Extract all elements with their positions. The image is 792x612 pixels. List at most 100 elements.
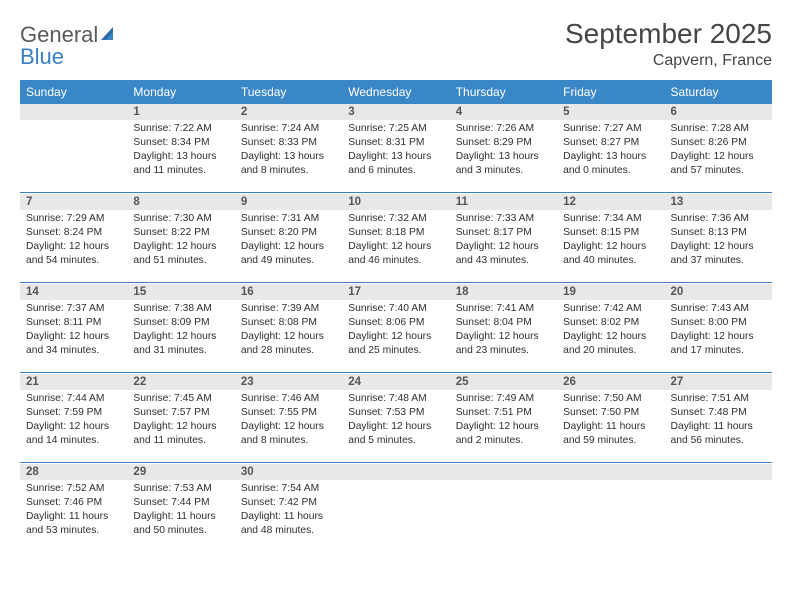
day-number: 3 [342,104,449,120]
day-number [557,464,664,480]
daylight-line1: Daylight: 12 hours [241,420,336,434]
weekday-header: Tuesday [235,80,342,104]
sunset-text: Sunset: 8:31 PM [348,136,443,150]
calendar-day-cell [557,464,664,552]
sunrise-text: Sunrise: 7:26 AM [456,122,551,136]
weekday-header: Friday [557,80,664,104]
daylight-line2: and 48 minutes. [241,524,336,538]
month-title: September 2025 [565,18,772,50]
calendar-day-cell: 1Sunrise: 7:22 AMSunset: 8:34 PMDaylight… [127,104,234,192]
day-number: 13 [665,194,772,210]
sunrise-text: Sunrise: 7:25 AM [348,122,443,136]
sunrise-text: Sunrise: 7:37 AM [26,302,121,316]
daylight-line1: Daylight: 12 hours [348,330,443,344]
daylight-line2: and 17 minutes. [671,344,766,358]
calendar-day-cell: 8Sunrise: 7:30 AMSunset: 8:22 PMDaylight… [127,194,234,282]
day-details: Sunrise: 7:52 AMSunset: 7:46 PMDaylight:… [20,480,127,542]
day-number: 4 [450,104,557,120]
calendar-day-cell: 14Sunrise: 7:37 AMSunset: 8:11 PMDayligh… [20,284,127,372]
daylight-line2: and 53 minutes. [26,524,121,538]
day-number: 29 [127,464,234,480]
calendar-day-cell: 24Sunrise: 7:48 AMSunset: 7:53 PMDayligh… [342,374,449,462]
calendar-day-cell: 20Sunrise: 7:43 AMSunset: 8:00 PMDayligh… [665,284,772,372]
day-number [20,104,127,120]
day-number [450,464,557,480]
calendar-day-cell: 22Sunrise: 7:45 AMSunset: 7:57 PMDayligh… [127,374,234,462]
calendar-day-cell: 16Sunrise: 7:39 AMSunset: 8:08 PMDayligh… [235,284,342,372]
daylight-line1: Daylight: 12 hours [26,330,121,344]
sunset-text: Sunset: 7:51 PM [456,406,551,420]
calendar-day-cell: 12Sunrise: 7:34 AMSunset: 8:15 PMDayligh… [557,194,664,282]
day-number [342,464,449,480]
sunset-text: Sunset: 8:09 PM [133,316,228,330]
day-number: 17 [342,284,449,300]
daylight-line1: Daylight: 13 hours [456,150,551,164]
daylight-line2: and 54 minutes. [26,254,121,268]
daylight-line1: Daylight: 13 hours [133,150,228,164]
daylight-line2: and 49 minutes. [241,254,336,268]
sunset-text: Sunset: 8:22 PM [133,226,228,240]
daylight-line1: Daylight: 12 hours [456,240,551,254]
sunset-text: Sunset: 7:59 PM [26,406,121,420]
day-details: Sunrise: 7:30 AMSunset: 8:22 PMDaylight:… [127,210,234,272]
calendar-day-cell: 15Sunrise: 7:38 AMSunset: 8:09 PMDayligh… [127,284,234,372]
day-number: 28 [20,464,127,480]
day-number: 20 [665,284,772,300]
day-number: 30 [235,464,342,480]
calendar-day-cell: 7Sunrise: 7:29 AMSunset: 8:24 PMDaylight… [20,194,127,282]
sunrise-text: Sunrise: 7:33 AM [456,212,551,226]
sunset-text: Sunset: 7:44 PM [133,496,228,510]
daylight-line2: and 56 minutes. [671,434,766,448]
sunset-text: Sunset: 7:46 PM [26,496,121,510]
calendar-day-cell [450,464,557,552]
sunrise-text: Sunrise: 7:40 AM [348,302,443,316]
daylight-line2: and 2 minutes. [456,434,551,448]
day-number: 26 [557,374,664,390]
day-details: Sunrise: 7:49 AMSunset: 7:51 PMDaylight:… [450,390,557,452]
day-details: Sunrise: 7:31 AMSunset: 8:20 PMDaylight:… [235,210,342,272]
daylight-line2: and 57 minutes. [671,164,766,178]
day-number: 24 [342,374,449,390]
calendar-page: General Blue September 2025 Capvern, Fra… [0,0,792,562]
sunset-text: Sunset: 8:00 PM [671,316,766,330]
sunset-text: Sunset: 8:18 PM [348,226,443,240]
day-number: 8 [127,194,234,210]
sunrise-text: Sunrise: 7:44 AM [26,392,121,406]
day-details: Sunrise: 7:53 AMSunset: 7:44 PMDaylight:… [127,480,234,542]
weekday-header-row: Sunday Monday Tuesday Wednesday Thursday… [20,80,772,104]
day-details: Sunrise: 7:37 AMSunset: 8:11 PMDaylight:… [20,300,127,362]
daylight-line2: and 5 minutes. [348,434,443,448]
daylight-line2: and 8 minutes. [241,434,336,448]
calendar-day-cell: 6Sunrise: 7:28 AMSunset: 8:26 PMDaylight… [665,104,772,192]
daylight-line2: and 28 minutes. [241,344,336,358]
day-details: Sunrise: 7:25 AMSunset: 8:31 PMDaylight:… [342,120,449,182]
sunrise-text: Sunrise: 7:48 AM [348,392,443,406]
day-details: Sunrise: 7:28 AMSunset: 8:26 PMDaylight:… [665,120,772,182]
daylight-line1: Daylight: 12 hours [133,420,228,434]
daylight-line1: Daylight: 12 hours [133,240,228,254]
day-details: Sunrise: 7:45 AMSunset: 7:57 PMDaylight:… [127,390,234,452]
sunrise-text: Sunrise: 7:22 AM [133,122,228,136]
daylight-line1: Daylight: 11 hours [241,510,336,524]
sunset-text: Sunset: 8:17 PM [456,226,551,240]
calendar-week-row: 7Sunrise: 7:29 AMSunset: 8:24 PMDaylight… [20,194,772,282]
sunrise-text: Sunrise: 7:39 AM [241,302,336,316]
calendar-day-cell: 29Sunrise: 7:53 AMSunset: 7:44 PMDayligh… [127,464,234,552]
day-details: Sunrise: 7:42 AMSunset: 8:02 PMDaylight:… [557,300,664,362]
sunset-text: Sunset: 8:29 PM [456,136,551,150]
calendar-week-row: 14Sunrise: 7:37 AMSunset: 8:11 PMDayligh… [20,284,772,372]
daylight-line1: Daylight: 12 hours [671,240,766,254]
calendar-table: Sunday Monday Tuesday Wednesday Thursday… [20,80,772,552]
calendar-day-cell: 28Sunrise: 7:52 AMSunset: 7:46 PMDayligh… [20,464,127,552]
day-details: Sunrise: 7:54 AMSunset: 7:42 PMDaylight:… [235,480,342,542]
sunset-text: Sunset: 8:24 PM [26,226,121,240]
header: General Blue September 2025 Capvern, Fra… [20,18,772,70]
daylight-line1: Daylight: 12 hours [563,240,658,254]
calendar-day-cell: 2Sunrise: 7:24 AMSunset: 8:33 PMDaylight… [235,104,342,192]
day-number: 5 [557,104,664,120]
daylight-line2: and 51 minutes. [133,254,228,268]
day-details: Sunrise: 7:38 AMSunset: 8:09 PMDaylight:… [127,300,234,362]
sunset-text: Sunset: 7:42 PM [241,496,336,510]
day-details: Sunrise: 7:22 AMSunset: 8:34 PMDaylight:… [127,120,234,182]
calendar-day-cell: 11Sunrise: 7:33 AMSunset: 8:17 PMDayligh… [450,194,557,282]
